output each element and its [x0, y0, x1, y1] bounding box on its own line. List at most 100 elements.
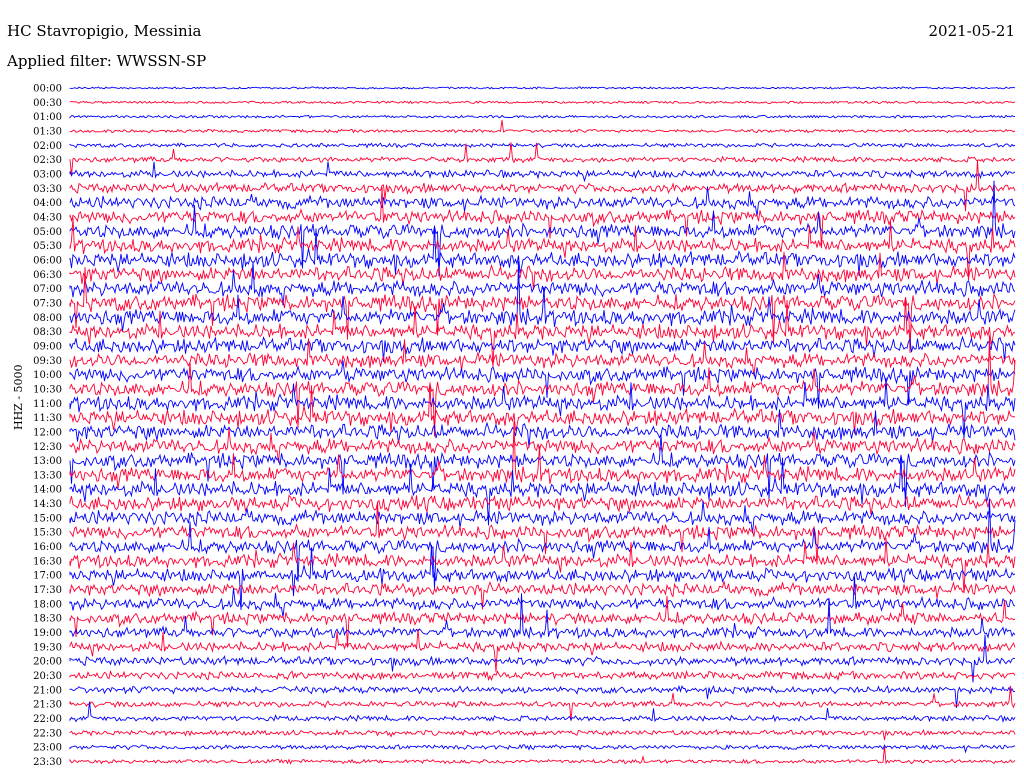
hour-label: 13:00: [33, 456, 62, 467]
hour-label: 08:30: [33, 327, 62, 338]
hour-label: 22:30: [33, 728, 62, 739]
trace-line: [69, 669, 1016, 682]
hour-label: 23:30: [33, 757, 62, 768]
hour-label: 19:30: [33, 642, 62, 653]
hour-label: 04:30: [33, 212, 62, 223]
hour-label: 17:00: [33, 571, 62, 582]
hour-label: 01:00: [33, 112, 62, 123]
hour-label: 00:00: [33, 84, 62, 95]
hour-label: 19:00: [33, 628, 62, 639]
hour-label: 14:00: [33, 485, 62, 496]
hour-label: 07:00: [33, 284, 62, 295]
trace-line: [69, 142, 1016, 176]
trace-line: [69, 580, 1016, 610]
hour-label: 15:00: [33, 513, 62, 524]
hour-label: 16:00: [33, 542, 62, 553]
trace-line: [69, 544, 1016, 611]
hour-label: 12:00: [33, 427, 62, 438]
hour-label: 20:30: [33, 671, 62, 682]
trace-line: [69, 360, 1016, 409]
trace-line: [69, 187, 1016, 249]
hour-label: 17:30: [33, 585, 62, 596]
trace-line: [69, 493, 1016, 515]
trace-line: [69, 501, 1016, 565]
hour-label: 12:30: [33, 442, 62, 453]
trace-line: [69, 377, 1016, 440]
trace-line: [69, 743, 1016, 754]
hour-label: 06:30: [33, 270, 62, 281]
trace-line: [69, 382, 1016, 434]
hour-label: 09:30: [33, 356, 62, 367]
trace-line: [69, 500, 1016, 534]
trace-line: [69, 498, 1016, 590]
hour-label: 09:00: [33, 341, 62, 352]
hour-label: 22:00: [33, 714, 62, 725]
trace-line: [69, 180, 1016, 277]
hour-label: 05:30: [33, 241, 62, 252]
hour-label: 16:30: [33, 556, 62, 567]
trace-line: [69, 433, 1016, 507]
trace-line: [69, 142, 1016, 149]
trace-line: [69, 217, 1016, 281]
hour-label: 05:00: [33, 227, 62, 238]
hour-label: 07:30: [33, 298, 62, 309]
trace-line: [69, 251, 1016, 290]
trace-line: [69, 260, 1016, 332]
trace-line: [69, 225, 1016, 276]
hour-label: 18:00: [33, 599, 62, 610]
trace-line: [69, 428, 1016, 463]
trace-line: [69, 421, 1016, 489]
hour-label: 21:30: [33, 700, 62, 711]
trace-line: [69, 701, 1016, 723]
trace-line: [69, 297, 1016, 368]
trace-line: [69, 454, 1016, 526]
hour-label: 18:30: [33, 614, 62, 625]
hour-label: 06:00: [33, 255, 62, 266]
date-label: 2021-05-21: [928, 22, 1015, 40]
trace-line: [69, 161, 1016, 183]
trace-line: [69, 114, 1015, 119]
hour-label: 11:30: [33, 413, 62, 424]
hour-label: 15:30: [33, 528, 62, 539]
trace-line: [69, 335, 1016, 362]
hour-label: 20:00: [33, 657, 62, 668]
trace-line: [69, 335, 1016, 437]
hour-label: 04:00: [33, 198, 62, 209]
trace-line: [69, 628, 1016, 673]
trace-line: [69, 728, 1016, 741]
hour-label: 10:30: [33, 384, 62, 395]
hour-label: 03:30: [33, 184, 62, 195]
trace-line: [69, 595, 1016, 646]
hour-label: 10:00: [33, 370, 62, 381]
trace-line: [69, 86, 1016, 90]
trace-line: [69, 159, 1016, 212]
hour-label: 02:30: [33, 155, 62, 166]
trace-line: [69, 685, 1016, 721]
hour-label: 13:30: [33, 470, 62, 481]
trace-line: [69, 267, 1016, 354]
hour-label: 03:00: [33, 169, 62, 180]
station-title: HC Stavropigio, Messinia: [7, 22, 202, 40]
hour-label: 02:00: [33, 141, 62, 152]
trace-line: [69, 684, 1016, 708]
hour-label: 01:30: [33, 126, 62, 137]
trace-line: [69, 576, 1016, 618]
hour-label: 23:00: [33, 743, 62, 754]
trace-line: [69, 593, 1016, 640]
trace-line: [69, 537, 1016, 594]
hour-label: 11:00: [33, 399, 62, 410]
hour-label: 21:00: [33, 685, 62, 696]
hour-label: 08:00: [33, 313, 62, 324]
trace-line: [69, 634, 1016, 683]
filter-label: Applied filter: WWSSN-SP: [7, 52, 207, 70]
trace-line: [69, 186, 1016, 217]
trace-line: [69, 409, 1016, 448]
trace-line: [69, 746, 1016, 765]
trace-line: [69, 119, 1016, 134]
hour-label: 00:30: [33, 98, 62, 109]
hour-label: 14:30: [33, 499, 62, 510]
trace-line: [69, 261, 1016, 306]
trace-line: [69, 338, 1016, 377]
trace-line: [69, 100, 1016, 105]
